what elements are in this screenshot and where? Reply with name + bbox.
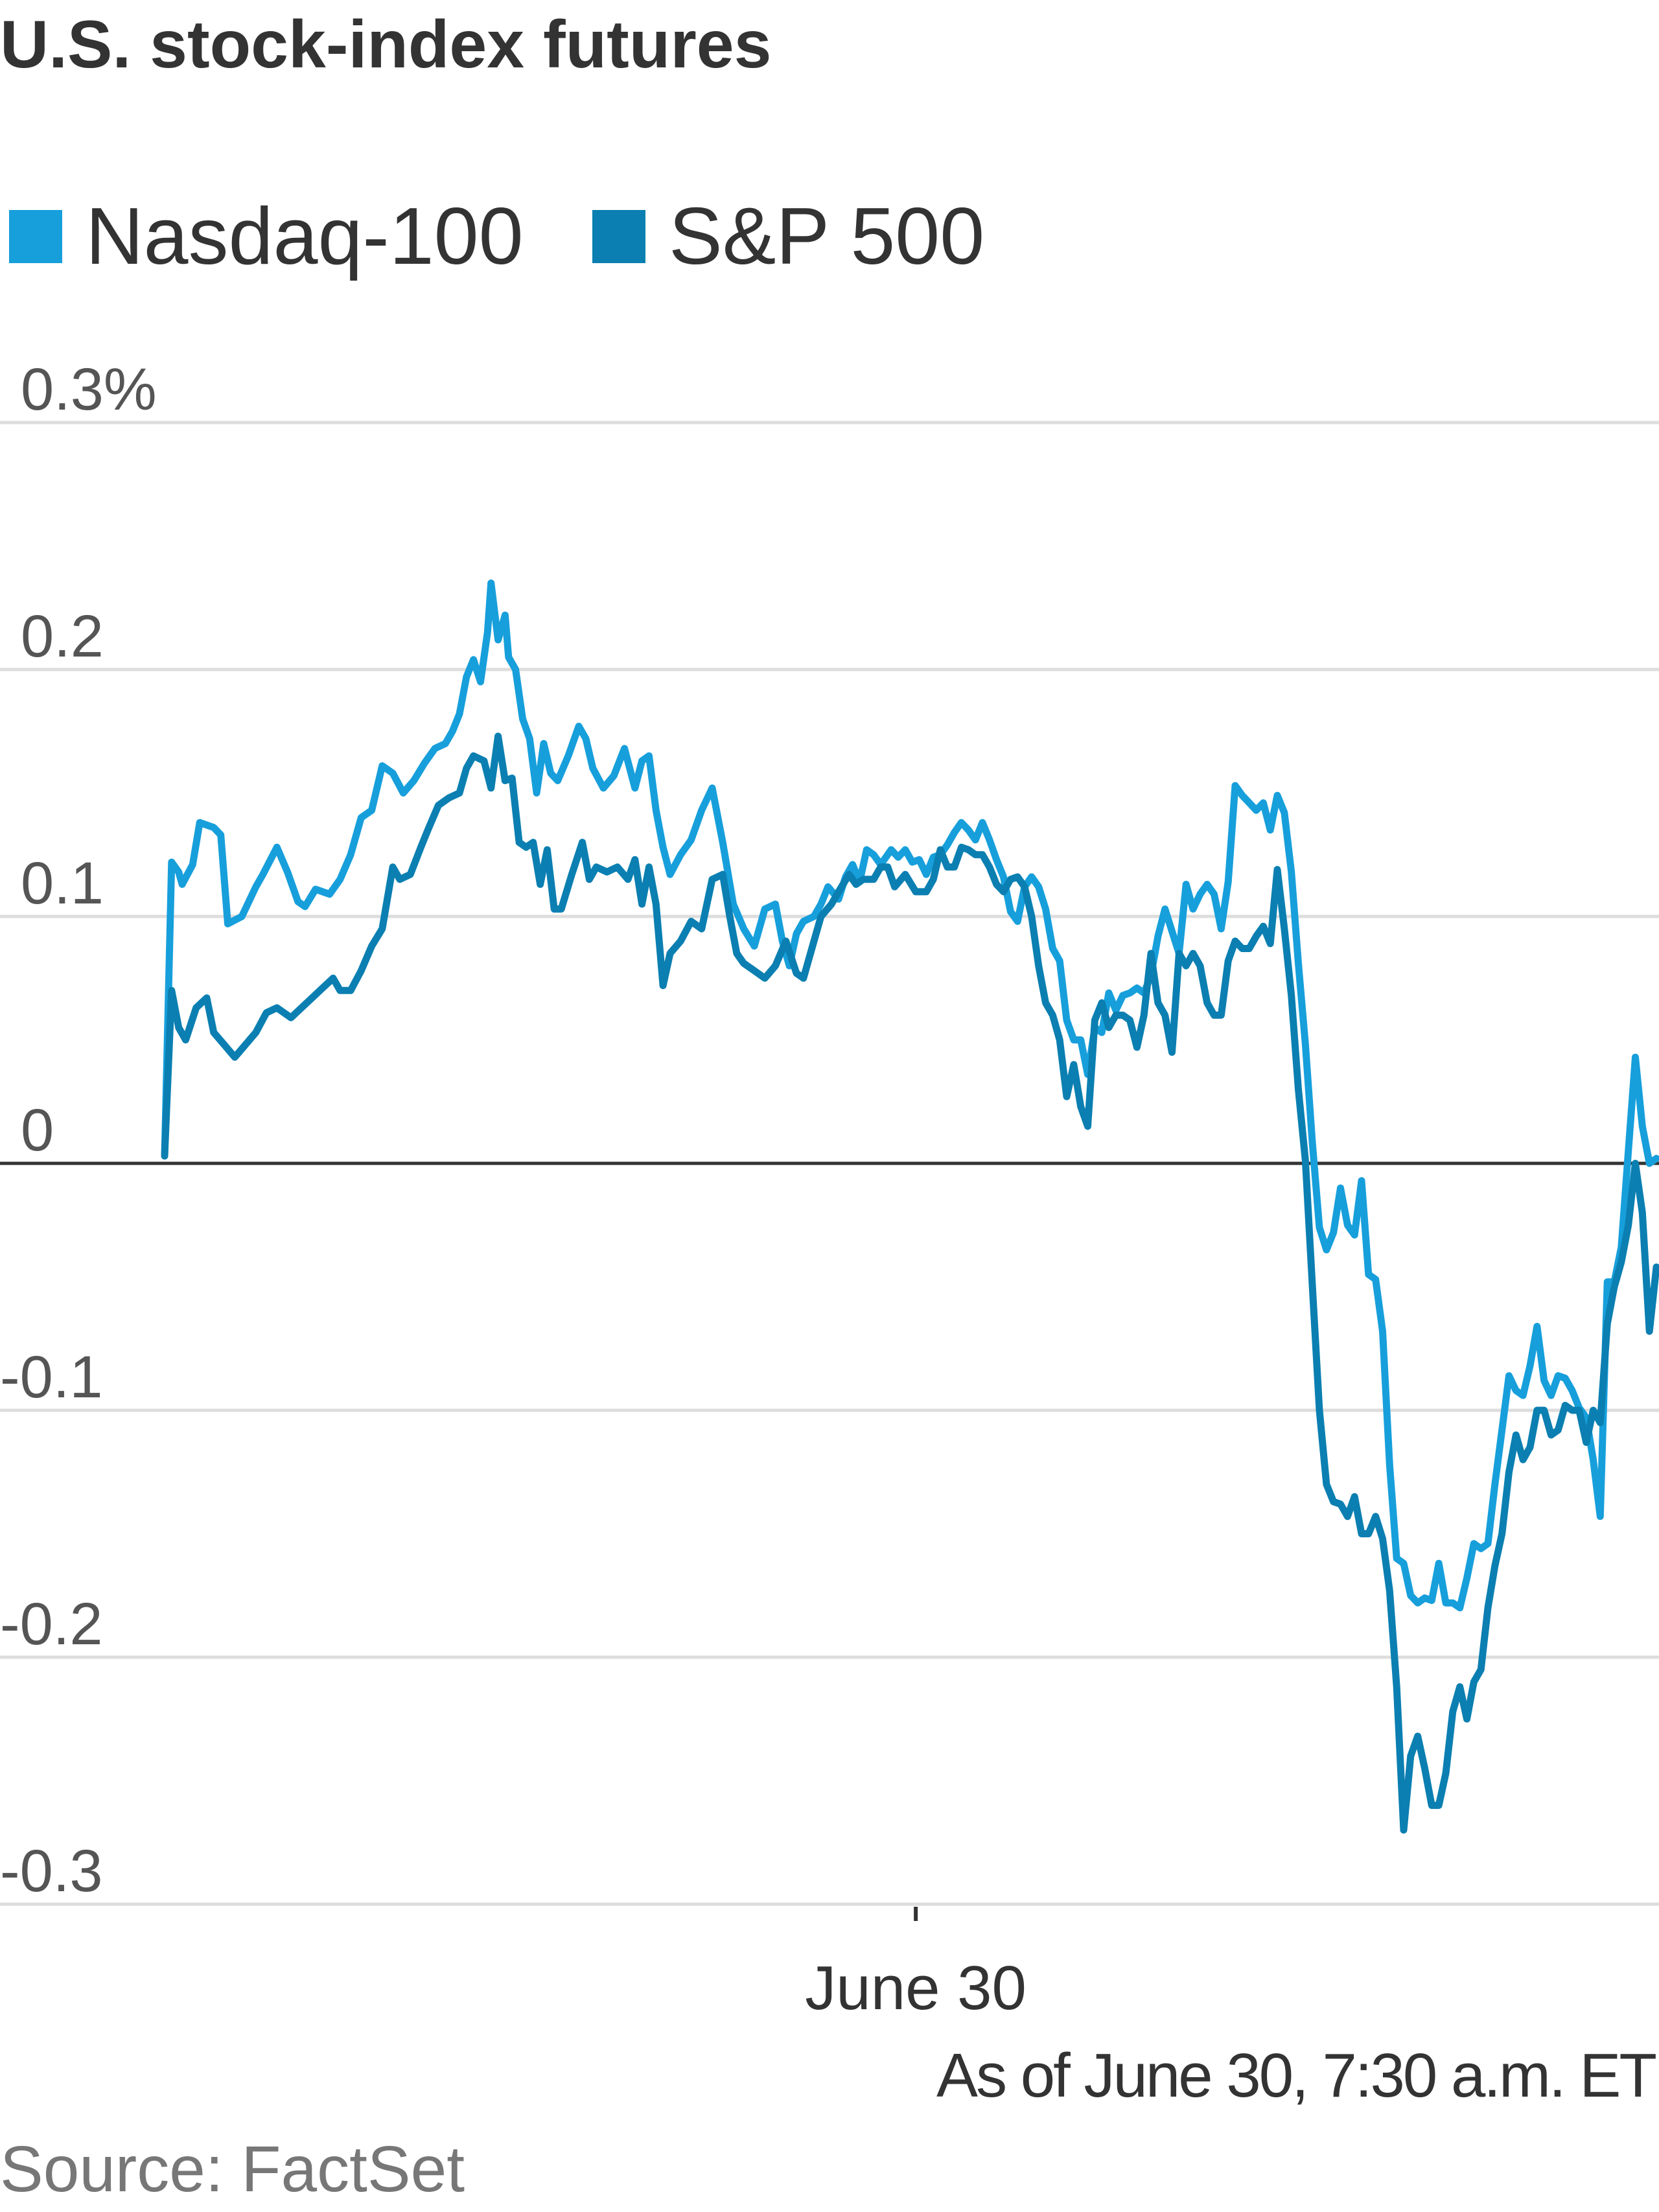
y-tick-label-5: -0.2 — [0, 1591, 103, 1657]
y-tick-label-1: 0.2 — [21, 603, 104, 669]
x-axis: June 30 — [805, 1907, 1027, 2023]
series-line-s-p-500 — [161, 732, 1659, 1834]
as-of-note: As of June 30, 7:30 a.m. ET — [936, 2041, 1657, 2110]
legend-item-nasdaq: Nasdaq-100 — [9, 192, 524, 281]
source-note: Source: FactSet — [0, 2133, 465, 2206]
x-tick-label-0: June 30 — [805, 1953, 1027, 2023]
series-line-nasdaq-100 — [161, 579, 1659, 1612]
y-tick-label-6: -0.3 — [0, 1838, 103, 1904]
chart-title: U.S. stock-index futures — [0, 7, 772, 82]
y-tick-label-3: 0 — [21, 1097, 54, 1163]
gridlines — [0, 421, 1659, 1906]
legend-label-sp500: S&P 500 — [669, 192, 985, 281]
y-axis-labels: 0.3% 0.2 0.1 0 -0.1 -0.2 -0.3 — [0, 356, 157, 1904]
y-tick-label-2: 0.1 — [21, 850, 104, 916]
legend-swatch-nasdaq — [9, 210, 62, 263]
legend-item-sp500: S&P 500 — [592, 192, 984, 281]
legend-swatch-sp500 — [592, 210, 645, 263]
y-tick-label-0: 0.3% — [21, 356, 157, 423]
series-lines — [161, 579, 1659, 1834]
y-tick-label-4: -0.1 — [0, 1344, 103, 1410]
legend-label-nasdaq: Nasdaq-100 — [86, 192, 524, 281]
